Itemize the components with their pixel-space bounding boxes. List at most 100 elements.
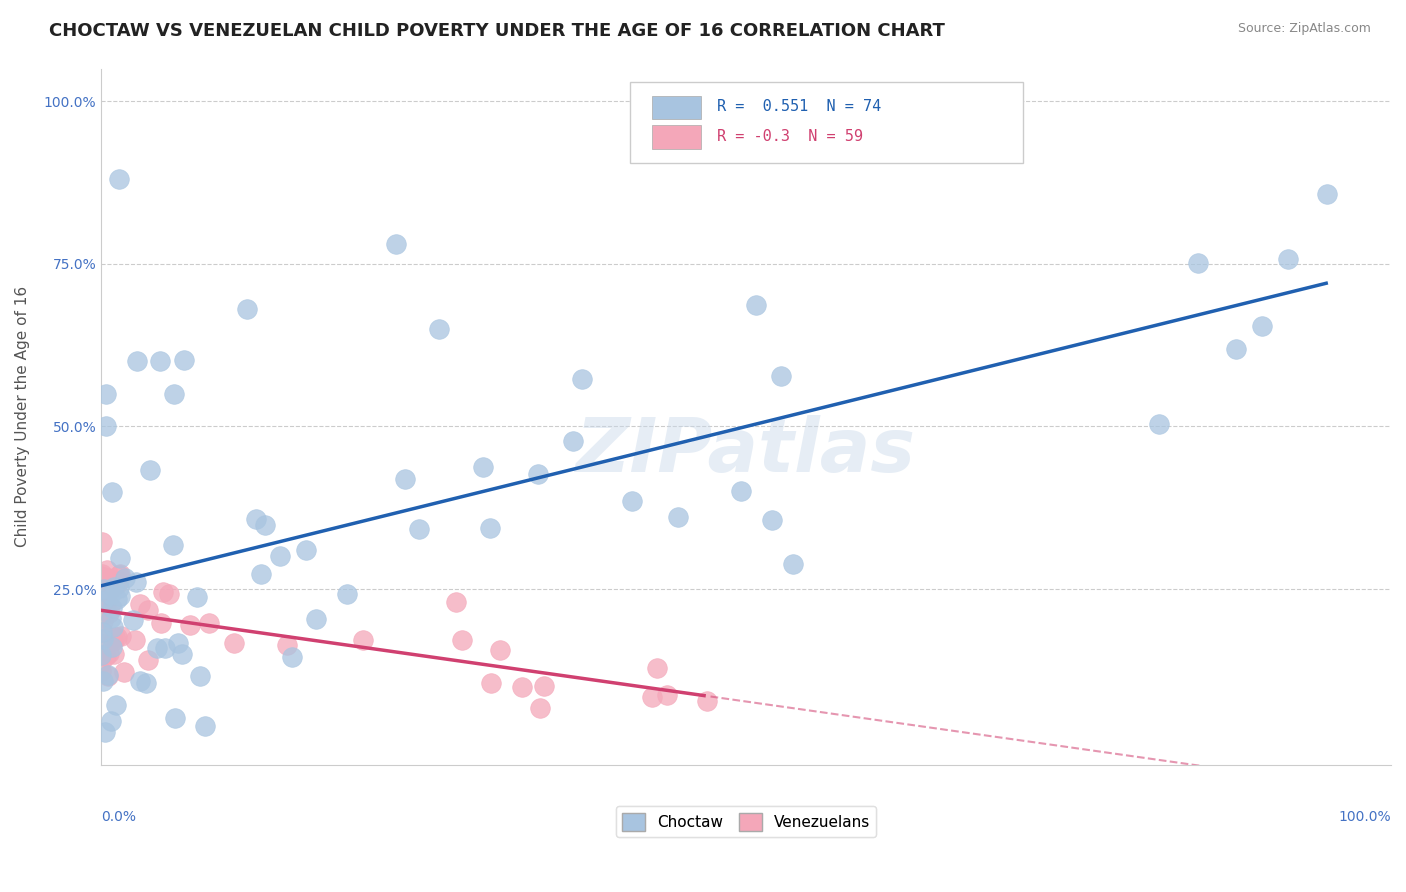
Point — [105, 577, 128, 591]
Point — [472, 459, 495, 474]
Point — [90, 664, 112, 678]
Point — [124, 632, 146, 647]
Y-axis label: Child Poverty Under the Age of 16: Child Poverty Under the Age of 16 — [15, 286, 30, 547]
Point — [197, 615, 219, 630]
Point — [153, 640, 176, 655]
Point — [91, 624, 114, 639]
Point — [446, 595, 468, 609]
Point — [90, 648, 112, 663]
Point — [696, 694, 718, 708]
Point — [479, 676, 502, 690]
Point — [305, 612, 328, 626]
Point — [782, 557, 804, 571]
Point — [188, 669, 211, 683]
Point — [173, 352, 195, 367]
Point — [167, 636, 190, 650]
Point — [94, 419, 117, 434]
Point — [100, 582, 122, 597]
Point — [90, 568, 112, 582]
Point — [91, 594, 114, 608]
Text: ZIPatlas: ZIPatlas — [576, 415, 917, 488]
Point — [108, 589, 131, 603]
Point — [101, 601, 124, 615]
Point — [104, 698, 127, 712]
Point — [179, 618, 201, 632]
Point — [112, 665, 135, 680]
Point — [90, 592, 112, 607]
Point — [100, 485, 122, 500]
Point — [127, 354, 149, 368]
Point — [91, 566, 114, 581]
Point — [93, 581, 115, 595]
Point — [1251, 319, 1274, 334]
Point — [94, 725, 117, 739]
Point — [91, 673, 114, 688]
Point — [110, 629, 132, 643]
Text: CHOCTAW VS VENEZUELAN CHILD POVERTY UNDER THE AGE OF 16 CORRELATION CHART: CHOCTAW VS VENEZUELAN CHILD POVERTY UNDE… — [49, 22, 945, 40]
Point — [162, 538, 184, 552]
Point — [122, 613, 145, 627]
Point — [276, 638, 298, 652]
Point — [98, 588, 121, 602]
Point — [129, 597, 152, 611]
Point — [98, 647, 121, 661]
Point — [529, 700, 551, 714]
Point — [97, 669, 120, 683]
Point — [478, 521, 501, 535]
Point — [103, 620, 125, 634]
Point — [98, 599, 121, 613]
Point — [620, 494, 643, 508]
Point — [170, 647, 193, 661]
Point — [157, 587, 180, 601]
FancyBboxPatch shape — [652, 125, 702, 149]
Point — [107, 582, 129, 596]
Point — [146, 640, 169, 655]
Point — [527, 467, 550, 481]
Text: 0.0%: 0.0% — [101, 810, 136, 824]
Text: Source: ZipAtlas.com: Source: ZipAtlas.com — [1237, 22, 1371, 36]
Point — [194, 719, 217, 733]
Point — [510, 680, 533, 694]
Point — [1277, 252, 1299, 266]
Point — [90, 610, 112, 624]
Point — [96, 387, 118, 401]
Text: R =  0.551  N = 74: R = 0.551 N = 74 — [717, 99, 880, 114]
Point — [385, 237, 408, 252]
Point — [250, 566, 273, 581]
Point — [450, 633, 472, 648]
Point — [730, 483, 752, 498]
Point — [107, 568, 129, 582]
Point — [655, 688, 678, 702]
Point — [108, 567, 131, 582]
Text: R = -0.3  N = 59: R = -0.3 N = 59 — [717, 128, 862, 144]
Point — [96, 596, 118, 610]
Point — [641, 690, 664, 704]
Point — [103, 580, 125, 594]
Point — [91, 637, 114, 651]
Point — [186, 590, 208, 604]
Point — [90, 657, 112, 671]
Point — [135, 675, 157, 690]
Point — [97, 571, 120, 585]
Point — [93, 614, 115, 628]
Point — [222, 636, 245, 650]
Point — [91, 632, 114, 646]
Point — [769, 369, 792, 384]
Point — [666, 510, 689, 524]
Text: 100.0%: 100.0% — [1339, 810, 1391, 824]
Point — [149, 354, 172, 368]
Point — [90, 582, 112, 597]
Point — [533, 679, 555, 693]
Point — [394, 472, 416, 486]
Point — [108, 574, 131, 588]
Point — [269, 549, 291, 563]
Point — [90, 583, 112, 598]
Point — [408, 523, 430, 537]
Point — [91, 534, 114, 549]
Point — [561, 434, 583, 449]
Point — [100, 714, 122, 729]
Point — [136, 603, 159, 617]
Point — [93, 582, 115, 597]
Point — [101, 640, 124, 654]
Point — [103, 647, 125, 661]
